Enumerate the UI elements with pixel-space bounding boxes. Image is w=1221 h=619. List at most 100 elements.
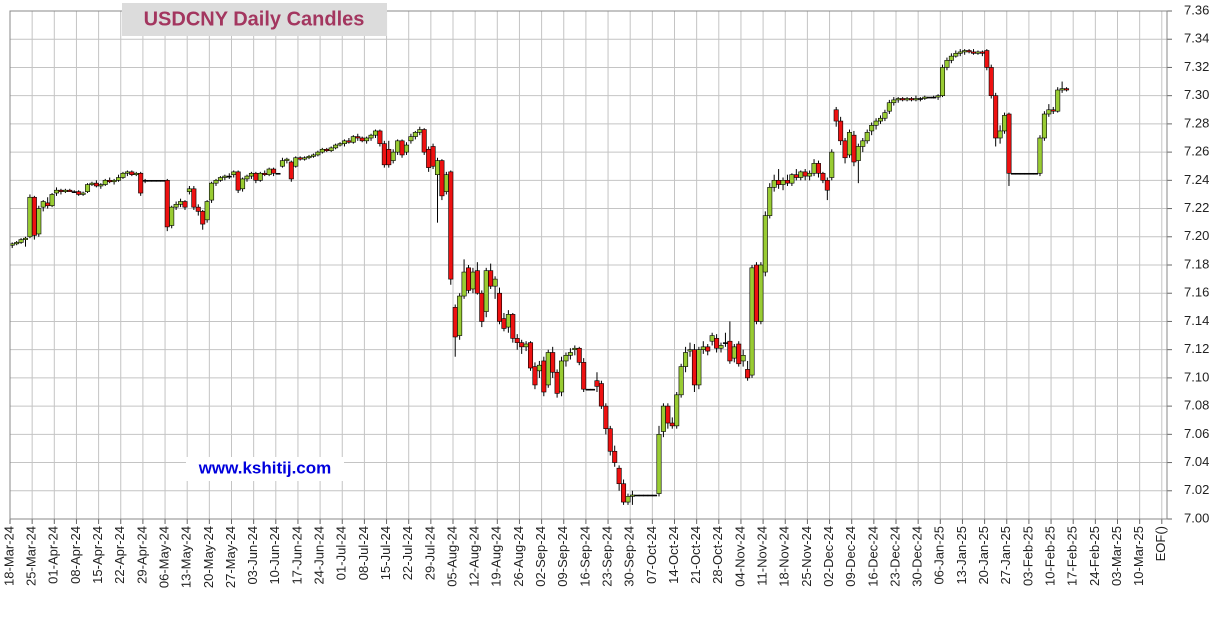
candle: [873, 118, 879, 130]
candle: [625, 493, 631, 505]
candle-body: [833, 109, 839, 122]
candle: [510, 312, 516, 343]
candle-body: [895, 98, 901, 101]
candle-body: [266, 168, 272, 175]
candle: [403, 142, 409, 155]
candle-body: [408, 136, 414, 142]
candle-body: [1006, 113, 1012, 174]
candle: [590, 388, 596, 391]
candle-body: [501, 318, 507, 329]
candle-body: [1028, 172, 1034, 175]
x-tick-label: 24-Jun-24: [312, 526, 327, 585]
x-tick-label: 17-Jun-24: [289, 526, 304, 585]
candle-body: [439, 160, 445, 197]
candle: [1010, 172, 1016, 175]
candle: [846, 129, 852, 158]
x-tick-label: 23-Dec-24: [887, 526, 902, 587]
candle-body: [638, 494, 644, 497]
candle-body: [1002, 115, 1008, 132]
candle-body: [222, 175, 228, 178]
candle: [226, 173, 232, 179]
candle: [820, 171, 826, 184]
candle: [120, 171, 126, 179]
candle: [789, 173, 795, 186]
candle: [931, 95, 937, 99]
candle: [1006, 112, 1012, 186]
candle-body: [900, 98, 906, 101]
candle-body: [997, 130, 1003, 139]
candle-body: [594, 380, 600, 387]
candle: [559, 356, 565, 397]
candle-body: [372, 130, 378, 136]
grid: [9, 10, 1172, 524]
candle: [877, 115, 883, 124]
candle-body: [169, 206, 175, 226]
candle-body: [855, 146, 861, 161]
candle-body: [470, 271, 476, 290]
candle: [1015, 172, 1021, 175]
candle-body: [882, 112, 888, 119]
candle-body: [200, 211, 206, 225]
candle-body: [984, 50, 990, 68]
candle: [598, 380, 604, 409]
candle-body: [736, 343, 742, 365]
candle: [488, 263, 494, 289]
candle: [603, 403, 609, 435]
candle-body: [802, 171, 808, 177]
candle-body: [155, 180, 161, 182]
x-tick-label: 19-Aug-24: [489, 526, 504, 587]
candle: [355, 133, 361, 141]
candle: [421, 128, 427, 155]
candle-body: [479, 292, 485, 322]
x-tick-label: 15-Jul-24: [378, 526, 393, 580]
candle-body: [364, 137, 370, 142]
candle: [204, 200, 210, 223]
candle: [293, 156, 299, 168]
candle-body: [403, 144, 409, 153]
y-tick-label: 7.24: [1184, 172, 1209, 187]
title-box: [122, 3, 387, 36]
candle-body: [567, 352, 573, 356]
candle-body: [182, 201, 188, 208]
candle-body: [14, 242, 20, 245]
x-tick-label: 09-Dec-24: [843, 526, 858, 587]
x-tick-label: 10-Feb-25: [1042, 526, 1057, 586]
candle: [665, 403, 671, 429]
candle-body: [160, 180, 166, 182]
candle-body: [355, 136, 361, 139]
candle-body: [466, 267, 472, 291]
candle-body: [616, 467, 622, 485]
candle-body: [257, 172, 263, 181]
candle-body: [510, 314, 516, 339]
x-tick-label: 05-Aug-24: [444, 526, 459, 587]
candle: [643, 494, 649, 497]
candle-body: [359, 137, 365, 142]
candle-body: [279, 160, 285, 167]
candle-body: [377, 130, 383, 144]
candle: [390, 149, 396, 164]
candle: [815, 160, 821, 178]
candle-body: [497, 292, 503, 322]
candle-body: [1019, 172, 1025, 175]
candle-body: [381, 143, 387, 166]
candle: [497, 287, 503, 325]
candle: [164, 178, 170, 232]
candle-body: [191, 188, 197, 208]
candle-body: [696, 349, 702, 386]
y-tick-label: 7.08: [1184, 398, 1209, 413]
candle-body: [988, 67, 994, 96]
candle-body: [399, 140, 405, 156]
candle: [98, 183, 104, 189]
candle-body: [784, 180, 790, 184]
candle-body: [302, 157, 308, 160]
candle-body: [948, 55, 954, 61]
candle: [576, 346, 582, 366]
candle-body: [811, 163, 817, 174]
candle: [607, 425, 613, 456]
candle-body: [204, 201, 210, 221]
candle-body: [727, 340, 733, 362]
candle-body: [209, 182, 215, 201]
candle: [953, 50, 959, 58]
candle-body: [705, 346, 711, 352]
